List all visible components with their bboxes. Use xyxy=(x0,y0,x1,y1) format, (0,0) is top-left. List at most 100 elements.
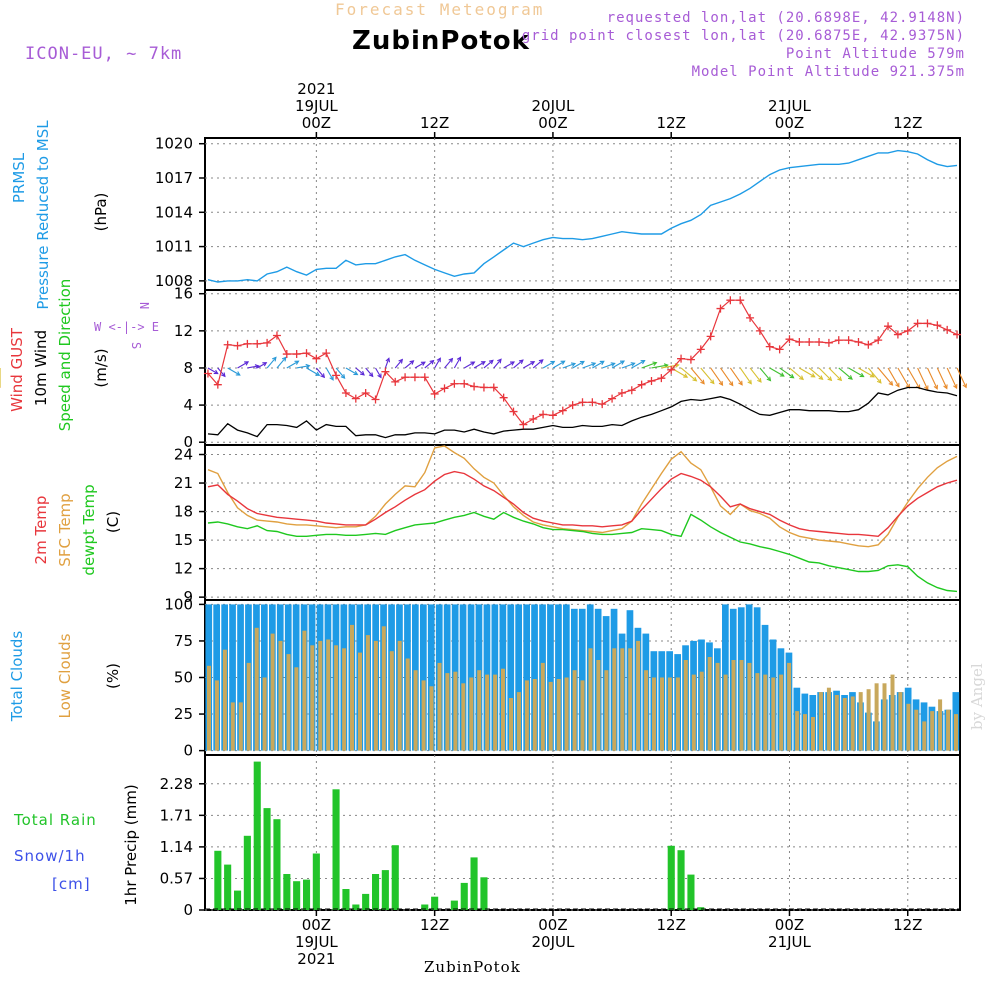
wind-arrow-head xyxy=(448,357,454,363)
wind-arrow xyxy=(828,367,842,381)
ytick-label: 25 xyxy=(174,705,193,723)
wind-arrow xyxy=(917,367,929,390)
low-cloud-bar xyxy=(318,640,323,751)
gust-marker xyxy=(716,304,725,313)
pressure-label-long: Pressure Reduced to MSL xyxy=(34,120,52,310)
wind-arrow-head xyxy=(779,372,785,377)
rain-bar xyxy=(460,882,468,910)
model-altitude: Model Point Altitude 921.375m xyxy=(691,64,965,80)
low-cloud-bar xyxy=(381,626,386,751)
gust-marker xyxy=(627,386,636,395)
low-cloud-bar xyxy=(588,648,593,751)
gust-marker xyxy=(529,415,538,424)
wind-arrow xyxy=(444,358,453,369)
wind-arrow xyxy=(335,367,346,379)
pressure-line xyxy=(207,149,958,283)
wind-arrow-head xyxy=(799,375,804,381)
panel-frame-2 xyxy=(204,444,961,601)
wind-arrow-head xyxy=(859,372,865,378)
low-cloud-bar xyxy=(310,645,315,751)
rain-bar xyxy=(667,845,675,910)
gust-marker xyxy=(746,313,755,322)
rain-bar xyxy=(450,900,458,910)
gust-marker xyxy=(440,384,449,393)
ytick-label: 75 xyxy=(174,632,193,650)
rain-bar xyxy=(243,835,251,910)
wind-arrow-head xyxy=(244,361,250,366)
gust-marker xyxy=(657,374,666,383)
wind-arrow-head xyxy=(876,378,882,384)
gust-marker xyxy=(558,406,567,415)
low-cloud-bar xyxy=(699,671,704,751)
wind-arrow-head xyxy=(818,375,824,380)
low-cloud-bar xyxy=(572,670,577,751)
total-cloud-bar xyxy=(507,604,515,751)
low-cloud-bar xyxy=(421,680,426,751)
low-cloud-bar xyxy=(389,651,394,751)
ytick-label: 0 xyxy=(183,433,193,451)
point-altitude: Point Altitude 579m xyxy=(785,46,965,62)
low-cloud-bar xyxy=(850,696,855,751)
bottom-time-label: 19JUL xyxy=(295,933,338,951)
top-time-label: 12Z xyxy=(420,114,449,132)
gust-marker xyxy=(263,338,272,347)
wind-arrow-head xyxy=(789,373,795,379)
gust-marker xyxy=(903,326,912,335)
wind-arrow-head xyxy=(398,358,404,364)
wind-arrow xyxy=(483,359,494,369)
top-time-label: 00Z xyxy=(775,114,804,132)
wind-arrow-head xyxy=(220,372,226,378)
wind-arrow-head xyxy=(530,361,536,366)
wind-arrow-head xyxy=(869,373,875,378)
gust-marker xyxy=(391,377,400,386)
wind-arrow xyxy=(434,357,441,369)
low-clouds-label: Low Clouds xyxy=(56,633,74,718)
ytick-label: 1008 xyxy=(155,272,193,290)
wind-arrow xyxy=(237,361,249,369)
top-time-label: 21JUL xyxy=(768,97,811,115)
wind-arrow-head xyxy=(518,359,524,365)
wind-arrow xyxy=(542,360,555,369)
wind-arrow-head xyxy=(709,379,715,385)
low-cloud-bar xyxy=(811,717,815,751)
gust-marker xyxy=(332,371,341,380)
gust-marker xyxy=(696,345,705,354)
low-cloud-bar xyxy=(477,670,482,751)
wind-arrow xyxy=(562,363,576,369)
total-cloud-bar xyxy=(213,604,220,751)
low-cloud-bar xyxy=(787,662,792,751)
wind-arrow xyxy=(818,367,832,381)
total-cloud-bar xyxy=(578,608,586,751)
wind-arrow xyxy=(769,367,785,377)
wind-arrow xyxy=(651,364,668,369)
gust-marker xyxy=(489,383,498,392)
low-cloud-bar xyxy=(580,680,585,751)
gust-marker xyxy=(470,382,479,391)
ytick-label: 0.57 xyxy=(160,869,193,887)
gust-marker xyxy=(677,354,686,363)
dewpoint-label: dewpt Temp xyxy=(80,484,98,575)
low-cloud-bar xyxy=(683,660,688,751)
temp-2m-line xyxy=(207,470,958,538)
low-cloud-bar xyxy=(493,674,498,751)
wind-arrow-head xyxy=(281,356,287,362)
low-cloud-bar xyxy=(882,683,887,751)
wind-arrow xyxy=(227,367,241,376)
low-cloud-bar xyxy=(858,692,863,751)
low-cloud-bar xyxy=(691,674,696,751)
low-cloud-bar xyxy=(286,654,291,751)
gust-marker xyxy=(736,296,745,305)
ytick-label: 0 xyxy=(183,742,193,760)
wind-arrow xyxy=(296,365,310,369)
low-cloud-bar xyxy=(254,627,259,751)
wind-arrow xyxy=(838,367,853,380)
wind-arrow xyxy=(473,361,486,369)
gust-marker xyxy=(785,335,794,344)
rain-bar xyxy=(431,896,439,910)
wind-arrow-head xyxy=(329,375,334,381)
low-cloud-bar xyxy=(564,677,569,751)
chart-title: Forecast Meteogram xyxy=(335,0,545,19)
wind-arrow xyxy=(602,362,615,369)
ytick-label: 100 xyxy=(164,595,193,613)
